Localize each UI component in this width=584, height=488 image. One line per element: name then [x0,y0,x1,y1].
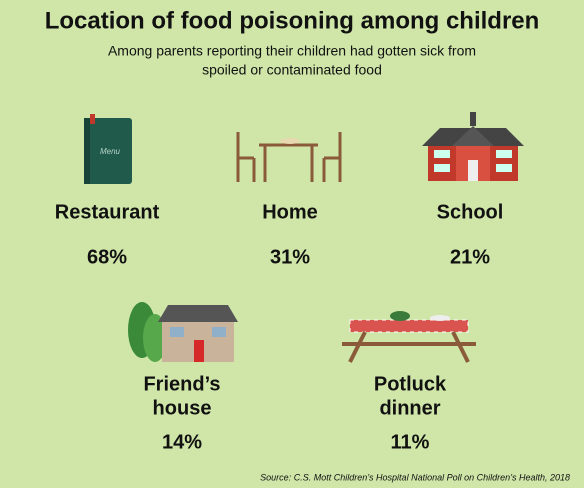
table-icon [236,132,342,182]
title: Location of food poisoning among childre… [45,7,540,34]
item-value: 14% [162,431,202,453]
house-icon [128,302,238,362]
school-icon [422,112,524,181]
picnic-icon [342,311,476,363]
item-label: Friend’s [143,373,220,395]
item-label: dinner [379,397,440,419]
item-label: Home [262,201,318,223]
item-value: 21% [450,246,490,268]
item-label: Restaurant [55,201,160,223]
subtitle: Among parents reporting their children h… [108,43,476,59]
item-label: Potluck [374,373,447,395]
item-value: 31% [270,246,310,268]
item-label: house [153,397,212,419]
item-value: 11% [391,431,430,453]
item-label: School [437,201,504,223]
subtitle: spoiled or contaminated food [202,62,382,78]
menu-icon: Menu [84,114,132,184]
source: Source: C.S. Mott Children’s Hospital Na… [260,472,570,482]
menu-text: Menu [100,147,121,156]
item-value: 68% [87,246,127,268]
